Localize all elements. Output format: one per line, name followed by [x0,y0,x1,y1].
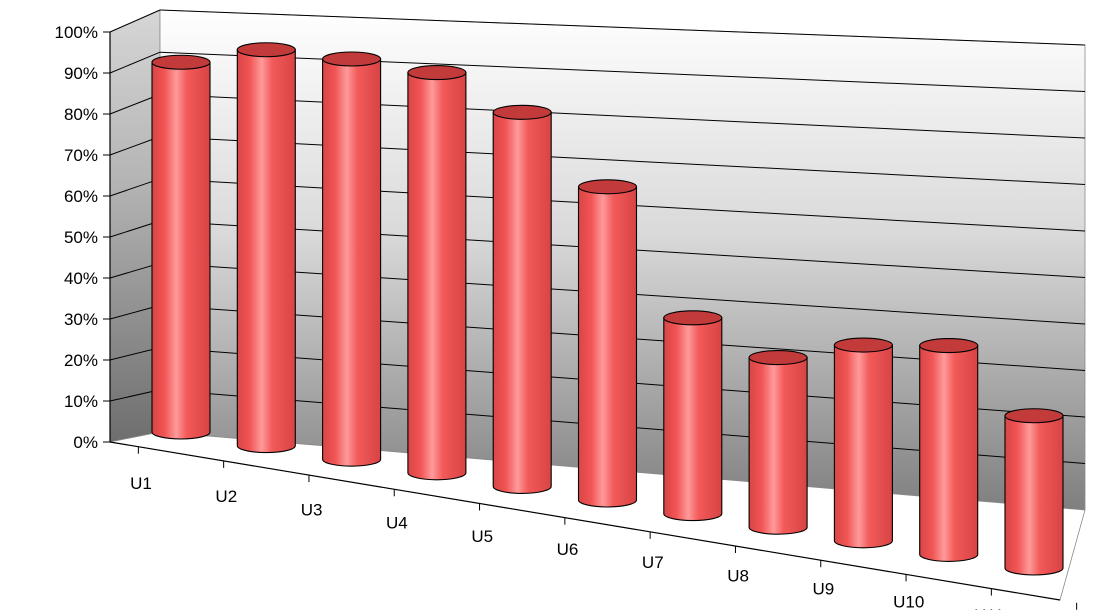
y-tick-label: 100% [55,23,98,42]
bar-U2 [236,42,296,454]
x-tick-label: U1 [130,474,152,493]
bar-top [492,104,552,120]
bar-body [919,345,979,562]
bar-U11+ [1004,408,1064,576]
y-tick-label: 40% [64,269,98,288]
x-tick-label: U2 [215,487,237,506]
x-tick-label: U10 [893,593,924,610]
bar-top [663,310,723,326]
bar-top [1004,408,1064,424]
bar-U6 [577,179,638,508]
bar-body [492,111,552,494]
y-tick-label: 30% [64,310,98,329]
x-tick-label: U5 [471,527,493,546]
bar-U9 [833,337,893,549]
gridline-back [159,136,1086,185]
bar-U8 [748,349,808,535]
bar-body [663,317,723,522]
bar-body [833,344,893,549]
y-tick-label: 50% [64,228,98,247]
bar-top [236,42,296,58]
bar-U1 [151,54,211,440]
bar-top [833,337,893,353]
gridline-side [109,9,161,33]
y-tick-label: 60% [64,187,98,206]
bar-U4 [407,65,467,481]
y-tick-label: 10% [64,392,98,411]
x-tick-label: U11+ [974,606,1014,610]
gridline-back [159,93,1086,139]
bar-top [407,65,467,81]
x-tick-label: U7 [642,553,664,572]
x-tick-label: U4 [386,514,408,533]
axis-labels: 0% 10% 20% 30% 40% 50% 60% 70% 80% 90% 100% U1 U2 U3 U… [55,23,1014,610]
x-axis-line [109,441,1061,601]
gridline-back [159,9,1086,46]
y-tick-label: 70% [64,146,98,165]
bar-U10 [919,338,979,562]
bar-top [322,51,382,67]
y-tick-label: 80% [64,105,98,124]
bars [151,42,1064,576]
y-tick-label: 0% [73,433,98,452]
gridline-back [159,51,1086,92]
gridline-side [109,51,161,74]
bar-body [407,72,467,481]
bar-body [577,186,638,508]
bar-body [748,357,808,535]
bar-body [322,58,382,467]
bar-U7 [663,310,723,522]
bar-top [748,349,808,366]
y-tick-label: 20% [64,351,98,370]
y-tick-label: 90% [64,64,98,83]
bar-top [919,338,979,354]
bar-U3 [322,51,382,467]
x-tick-label: U6 [557,540,579,559]
x-tick-label: U3 [301,500,323,519]
bar-U5 [492,104,552,494]
x-tick-label: U9 [813,580,835,599]
bar-body [151,61,211,440]
bar-body [236,49,296,454]
bar-top [577,179,638,195]
bar-top [151,54,211,70]
bar-body [1004,415,1064,576]
axes [103,31,1078,610]
x-tick-label: U8 [727,566,749,585]
